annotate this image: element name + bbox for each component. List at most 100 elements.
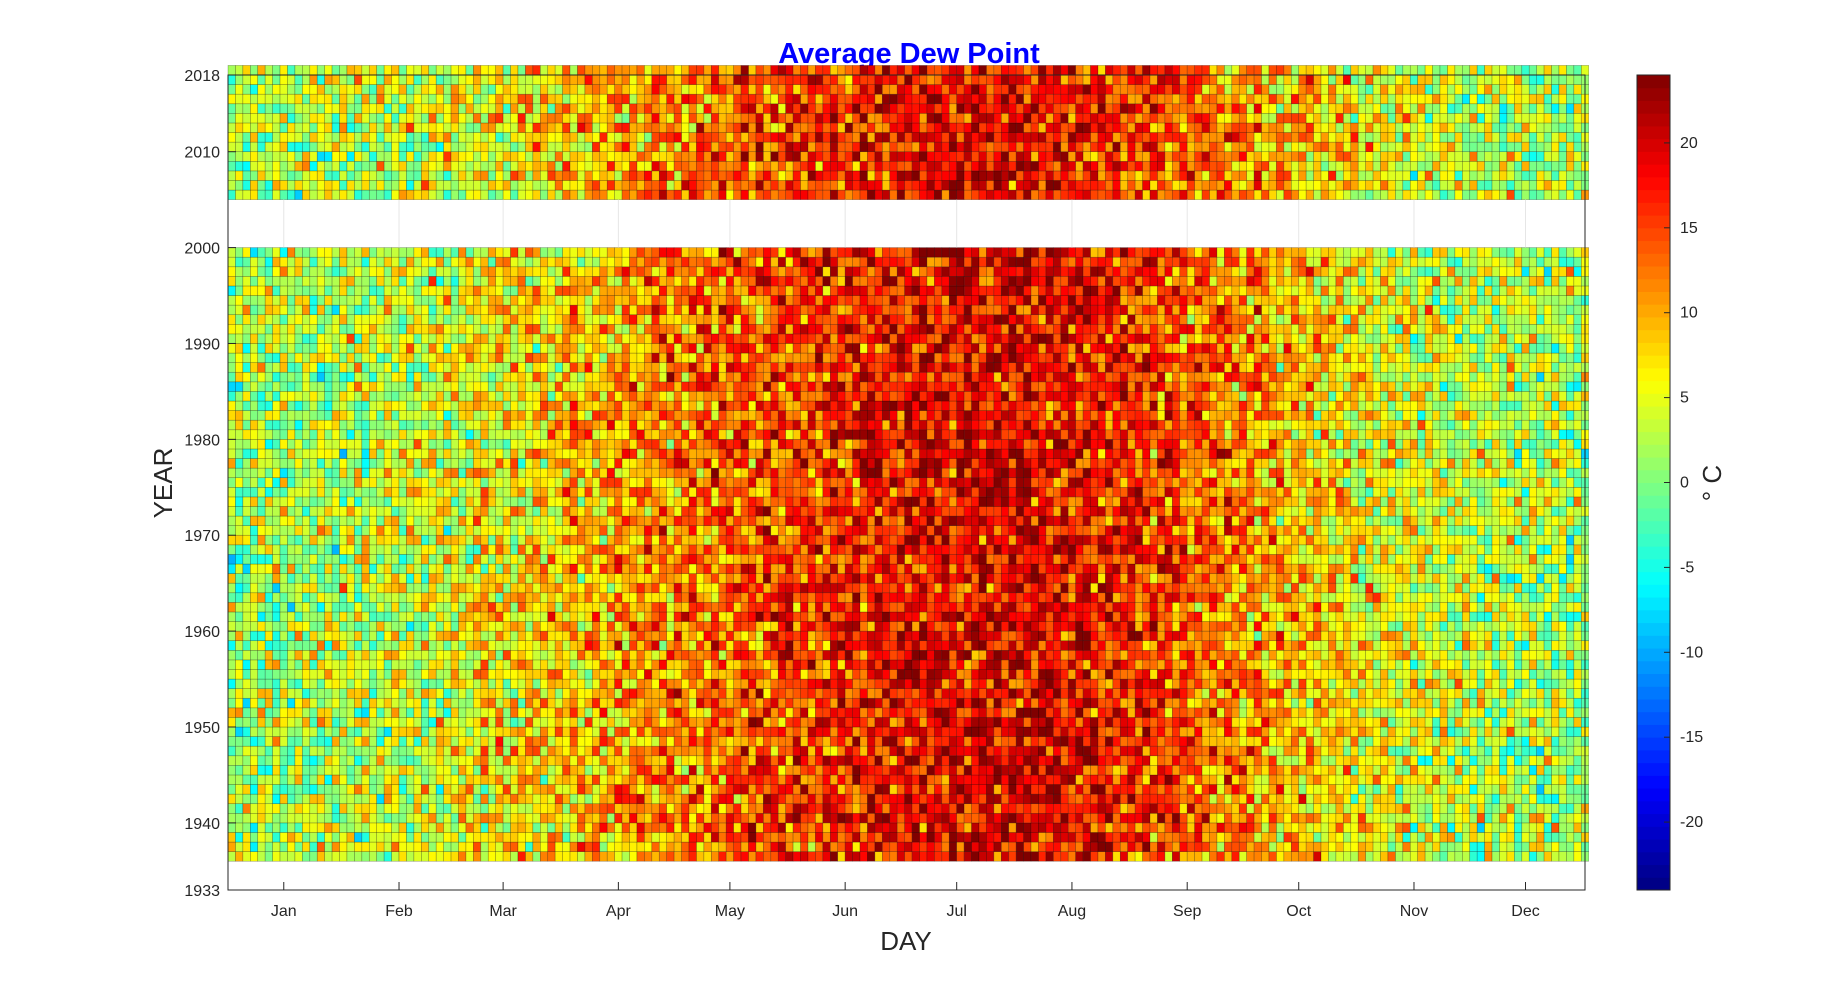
heatmap-cell	[324, 765, 333, 776]
heatmap-cell	[279, 659, 288, 670]
heatmap-cell	[725, 649, 734, 661]
heatmap-cell	[763, 630, 772, 642]
heatmap-cell	[1134, 602, 1143, 613]
heatmap-cell	[547, 678, 556, 689]
heatmap-cell	[1023, 602, 1032, 613]
heatmap-cell	[1231, 717, 1240, 728]
heatmap-cell	[1335, 649, 1344, 661]
heatmap-cell	[473, 803, 482, 814]
heatmap-cell	[264, 784, 273, 795]
heatmap-cell	[867, 611, 876, 622]
heatmap-cell	[644, 745, 653, 757]
heatmap-cell	[1484, 669, 1493, 680]
heatmap-cell	[599, 841, 608, 852]
heatmap-cell	[911, 688, 920, 699]
heatmap-cell	[859, 726, 868, 737]
heatmap-cell	[525, 841, 534, 852]
heatmap-cell	[592, 765, 601, 776]
heatmap-cell	[1320, 669, 1329, 680]
heatmap-cell	[1447, 621, 1456, 632]
heatmap-cell	[681, 822, 690, 833]
heatmap-cell	[1417, 851, 1426, 862]
heatmap-cell	[1469, 688, 1478, 699]
heatmap-cell	[1365, 765, 1374, 776]
heatmap-cell	[763, 745, 772, 757]
heatmap-cell	[904, 717, 913, 728]
heatmap-cell	[354, 630, 363, 642]
heatmap-cell	[294, 822, 303, 833]
heatmap-cell	[1201, 822, 1210, 833]
heatmap-cell	[1499, 621, 1508, 632]
heatmap-cell	[1216, 812, 1225, 824]
heatmap-cell	[978, 812, 987, 824]
heatmap-cell	[368, 707, 378, 718]
heatmap-cell	[1551, 621, 1560, 632]
heatmap-cell	[532, 602, 541, 613]
heatmap-cell	[1476, 841, 1485, 852]
heatmap-cell	[896, 803, 905, 814]
heatmap-cell	[331, 784, 340, 795]
heatmap-cell	[1268, 678, 1277, 689]
heatmap-cell	[651, 640, 660, 651]
heatmap-cell	[1194, 832, 1203, 843]
heatmap-cell	[1313, 649, 1322, 661]
heatmap-cell	[465, 726, 474, 737]
heatmap-cell	[1476, 611, 1485, 622]
heatmap-cell	[1521, 784, 1530, 795]
heatmap-cell	[1357, 784, 1366, 795]
heatmap-cell	[1164, 621, 1173, 632]
heatmap-cell	[658, 669, 668, 680]
heatmap-cell	[361, 678, 370, 689]
heatmap-cell	[621, 611, 630, 622]
heatmap-cell	[398, 755, 407, 766]
heatmap-cell	[837, 841, 846, 852]
heatmap-cell	[480, 592, 489, 603]
heatmap-cell	[1469, 784, 1478, 795]
heatmap-cell	[1506, 659, 1515, 670]
heatmap-cell	[584, 774, 593, 785]
heatmap-cell	[889, 726, 898, 737]
heatmap-cell	[1030, 793, 1039, 805]
heatmap-cell	[316, 793, 325, 805]
heatmap-cell	[1491, 736, 1500, 747]
heatmap-cell	[1276, 745, 1285, 757]
heatmap-cell	[792, 793, 801, 805]
heatmap-cell	[592, 707, 601, 718]
heatmap-cell	[822, 832, 831, 843]
heatmap-cell	[822, 851, 831, 862]
heatmap-cell	[859, 649, 868, 661]
heatmap-cell	[1038, 678, 1047, 689]
heatmap-cell	[502, 812, 511, 824]
heatmap-cell	[227, 592, 236, 603]
heatmap-cell	[242, 621, 251, 632]
heatmap-cell	[1008, 726, 1017, 737]
heatmap-cell	[1380, 649, 1389, 661]
heatmap-cell	[473, 784, 482, 795]
heatmap-cell	[346, 688, 355, 699]
heatmap-cell	[963, 630, 972, 642]
heatmap-cell	[1172, 755, 1181, 766]
heatmap-cell	[993, 649, 1002, 661]
heatmap-cell	[443, 678, 452, 689]
heatmap-cell	[614, 765, 623, 776]
heatmap-cell	[703, 649, 712, 661]
heatmap-cell	[1484, 851, 1493, 862]
heatmap-cell	[510, 765, 519, 776]
heatmap-cell	[413, 592, 422, 603]
heatmap-cell	[592, 669, 601, 680]
heatmap-cell	[889, 611, 898, 622]
heatmap-cell	[621, 707, 630, 718]
heatmap-cell	[1313, 717, 1322, 728]
heatmap-cell	[450, 793, 459, 805]
heatmap-cell	[1476, 707, 1485, 718]
heatmap-cell	[658, 803, 668, 814]
heatmap-cell	[1134, 755, 1143, 766]
heatmap-cell	[1261, 841, 1270, 852]
heatmap-cell	[844, 736, 853, 747]
heatmap-cell	[606, 851, 615, 862]
heatmap-cell	[250, 669, 259, 680]
heatmap-cell	[829, 630, 839, 642]
heatmap-cell	[1119, 707, 1129, 718]
heatmap-cell	[733, 755, 742, 766]
heatmap-cell	[1536, 851, 1545, 862]
